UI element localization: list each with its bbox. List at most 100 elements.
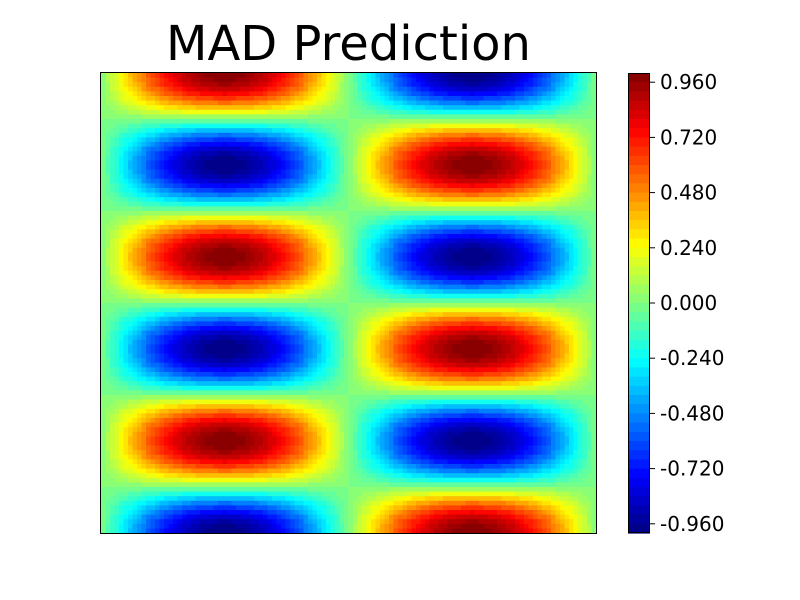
heatmap-cell — [290, 174, 296, 180]
heatmap-cell — [164, 215, 170, 221]
heatmap-cell — [335, 109, 341, 115]
heatmap-cell — [366, 188, 372, 194]
heatmap-cell — [299, 169, 305, 175]
heatmap-cell — [137, 77, 143, 83]
heatmap-cell — [555, 192, 561, 198]
heatmap-cell — [272, 169, 278, 175]
heatmap-cell — [510, 165, 516, 171]
heatmap-cell — [393, 238, 399, 244]
heatmap-cell — [519, 206, 525, 212]
heatmap-cell — [425, 123, 431, 129]
heatmap-cell — [447, 238, 453, 244]
heatmap-cell — [533, 192, 539, 198]
heatmap-cell — [348, 238, 354, 244]
heatmap-cell — [344, 151, 350, 157]
heatmap-cell — [128, 137, 134, 143]
heatmap-cell — [573, 146, 579, 152]
heatmap-cell — [519, 270, 525, 276]
heatmap-cell — [483, 169, 489, 175]
heatmap-cell — [564, 91, 570, 97]
heatmap-cell — [285, 73, 291, 79]
heatmap-cell — [317, 73, 323, 79]
heatmap-cell — [258, 211, 264, 217]
heatmap-cell — [173, 197, 179, 203]
heatmap-cell — [272, 151, 278, 157]
heatmap-cell — [276, 197, 282, 203]
heatmap-cell — [105, 82, 111, 88]
heatmap-cell — [321, 77, 327, 83]
heatmap-cell — [443, 91, 449, 97]
heatmap-cell — [132, 257, 138, 263]
heatmap-cell — [213, 201, 219, 207]
heatmap-cell — [411, 155, 417, 161]
heatmap-cell — [411, 91, 417, 97]
heatmap-cell — [393, 266, 399, 272]
heatmap-cell — [555, 73, 561, 79]
heatmap-cell — [375, 197, 381, 203]
heatmap-cell — [114, 206, 120, 212]
heatmap-cell — [393, 73, 399, 79]
heatmap-cell — [110, 280, 116, 286]
heatmap-cell — [429, 197, 435, 203]
heatmap-cell — [591, 261, 597, 267]
heatmap-cell — [411, 257, 417, 263]
heatmap-cell — [393, 142, 399, 148]
heatmap-cell — [150, 178, 156, 184]
heatmap-cell — [443, 165, 449, 171]
heatmap-cell — [137, 100, 143, 106]
heatmap-cell — [164, 137, 170, 143]
heatmap-cell — [398, 275, 404, 281]
heatmap-cell — [344, 211, 350, 217]
heatmap-cell — [173, 160, 179, 166]
heatmap-cell — [168, 261, 174, 267]
heatmap-cell — [249, 132, 255, 138]
heatmap-cell — [128, 105, 134, 111]
heatmap-cell — [564, 77, 570, 83]
heatmap-cell — [245, 169, 251, 175]
heatmap-cell — [407, 257, 413, 263]
heatmap-cell — [222, 169, 228, 175]
heatmap-cell — [186, 174, 192, 180]
heatmap-cell — [168, 220, 174, 226]
heatmap-cell — [114, 197, 120, 203]
heatmap-cell — [488, 114, 494, 120]
heatmap-cell — [366, 77, 372, 83]
heatmap-cell — [452, 100, 458, 106]
heatmap-cell — [285, 178, 291, 184]
heatmap-cell — [195, 234, 201, 240]
heatmap-cell — [474, 119, 480, 125]
heatmap-cell — [191, 151, 197, 157]
heatmap-cell — [456, 109, 462, 115]
heatmap-cell — [308, 160, 314, 166]
heatmap-cell — [123, 165, 129, 171]
heatmap-cell — [510, 211, 516, 217]
heatmap-cell — [510, 86, 516, 92]
heatmap-cell — [402, 146, 408, 152]
heatmap-cell — [213, 77, 219, 83]
heatmap-cell — [357, 201, 363, 207]
heatmap-cell — [110, 86, 116, 92]
heatmap-cell — [497, 155, 503, 161]
heatmap-cell — [528, 96, 534, 102]
heatmap-cell — [276, 105, 282, 111]
heatmap-cell — [407, 105, 413, 111]
heatmap-cell — [524, 234, 530, 240]
heatmap-cell — [582, 100, 588, 106]
heatmap-cell — [479, 257, 485, 263]
heatmap-cell — [497, 266, 503, 272]
heatmap-cell — [303, 192, 309, 198]
heatmap-cell — [456, 128, 462, 134]
heatmap-cell — [479, 215, 485, 221]
heatmap-cell — [231, 132, 237, 138]
heatmap-cell — [587, 220, 593, 226]
heatmap-cell — [362, 100, 368, 106]
heatmap-cell — [510, 160, 516, 166]
heatmap-cell — [429, 132, 435, 138]
heatmap-cell — [479, 270, 485, 276]
heatmap-cell — [146, 109, 152, 115]
heatmap-cell — [497, 160, 503, 166]
heatmap-cell — [240, 238, 246, 244]
heatmap-cell — [312, 266, 318, 272]
heatmap-cell — [308, 165, 314, 171]
heatmap-cell — [326, 77, 332, 83]
